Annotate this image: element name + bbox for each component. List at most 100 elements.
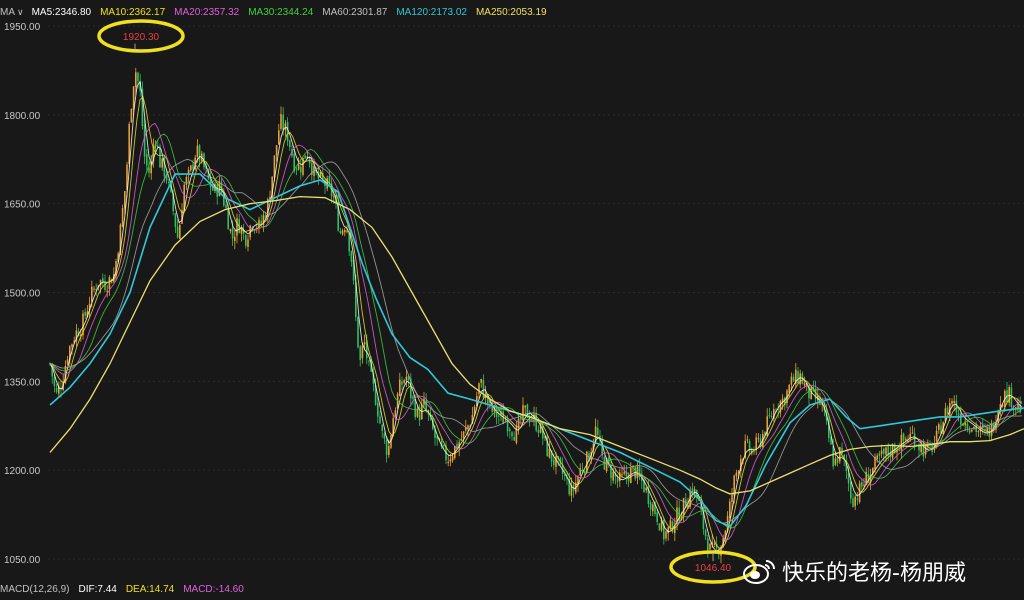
candle-body <box>293 153 295 172</box>
candle-body <box>390 435 392 448</box>
candle-body <box>253 229 256 231</box>
candle-body <box>295 169 298 171</box>
candle-body <box>740 459 742 472</box>
candle-body <box>922 445 925 457</box>
candle-body <box>872 467 874 475</box>
candle-body <box>121 207 124 227</box>
candle-body <box>869 474 872 483</box>
candle-body <box>473 406 476 415</box>
candle-body <box>539 423 542 433</box>
candle-body <box>405 376 408 381</box>
candle-body <box>220 182 223 193</box>
candle-body <box>883 448 885 454</box>
candle-body <box>579 468 581 476</box>
candle-body <box>117 253 119 262</box>
candle-body <box>58 386 60 394</box>
candle-body <box>249 225 251 238</box>
candle-body <box>190 165 192 171</box>
candle-body <box>905 439 907 441</box>
candle-body <box>537 429 540 433</box>
candle-body <box>709 543 711 550</box>
candle-body <box>392 418 394 437</box>
candle-body <box>282 114 284 130</box>
candle-body <box>465 427 467 431</box>
candle-body <box>207 169 210 179</box>
candle-body <box>832 446 834 467</box>
candle-body <box>964 421 966 426</box>
candle-body <box>502 411 504 425</box>
candle-body <box>724 530 727 540</box>
candle-body <box>359 346 361 360</box>
candle-body <box>366 340 368 359</box>
candle-body <box>715 543 718 549</box>
candle-body <box>828 419 830 438</box>
candle-body <box>924 444 927 455</box>
candle-body <box>951 401 953 404</box>
candle-body <box>339 231 342 234</box>
candle-body <box>271 176 273 198</box>
candle-body <box>665 531 667 539</box>
candle-body <box>597 427 599 435</box>
candle-body <box>564 475 566 477</box>
candle-body <box>676 507 678 525</box>
candle-body <box>66 359 69 364</box>
candle-body <box>685 499 687 508</box>
chevron-down-icon[interactable]: ∨ <box>17 6 24 17</box>
candle-body <box>53 376 56 386</box>
candle-body <box>920 444 922 453</box>
y-tick-label: 1200.00 <box>4 466 41 477</box>
candle-body <box>555 456 557 467</box>
candle-body <box>656 512 658 522</box>
candle-body <box>759 438 762 447</box>
candle-body <box>843 454 845 460</box>
candle-body <box>790 376 793 385</box>
candle-body <box>148 167 150 173</box>
candle-body <box>918 444 920 451</box>
candle-body <box>638 466 641 476</box>
candle-body <box>478 383 480 394</box>
candle-body <box>143 125 146 157</box>
candle-body <box>176 226 179 238</box>
candle-body <box>944 408 947 422</box>
candle-body <box>753 451 755 453</box>
candle-body <box>137 72 139 82</box>
candle-body <box>707 538 709 552</box>
candle-body <box>528 416 531 421</box>
candle-body <box>436 435 438 439</box>
candle-body <box>902 433 905 441</box>
candle-body <box>506 421 509 432</box>
candle-body <box>383 433 386 439</box>
moving-average-lines <box>49 80 1024 552</box>
candle-body <box>938 424 940 430</box>
candle-body <box>1001 405 1004 407</box>
candle-body <box>440 441 443 447</box>
candle-body <box>198 145 201 162</box>
candle-body <box>352 259 355 281</box>
candle-body <box>495 408 498 418</box>
candle-body <box>412 396 414 399</box>
candle-body <box>328 175 331 185</box>
candle-body <box>845 460 848 472</box>
y-tick-label: 1950.00 <box>4 22 41 33</box>
candle-body <box>568 479 570 495</box>
candle-body <box>931 444 933 452</box>
candle-body <box>69 346 71 361</box>
candle-body <box>748 441 751 452</box>
candle-body <box>289 140 291 148</box>
candle-body <box>469 425 471 427</box>
candle-body <box>880 450 883 455</box>
candle-body <box>146 154 148 166</box>
macd-value-2: DEA:14.74 <box>125 584 175 595</box>
candle-body <box>278 130 280 145</box>
ma120-line <box>49 173 1024 528</box>
candle-body <box>165 174 168 181</box>
candle-body <box>876 455 878 460</box>
candle-body <box>601 439 603 456</box>
candle-body <box>520 416 522 420</box>
candle-body <box>977 430 980 432</box>
candle-body <box>652 504 654 512</box>
candle-body <box>192 164 194 169</box>
ma-label[interactable]: MA <box>0 6 15 18</box>
